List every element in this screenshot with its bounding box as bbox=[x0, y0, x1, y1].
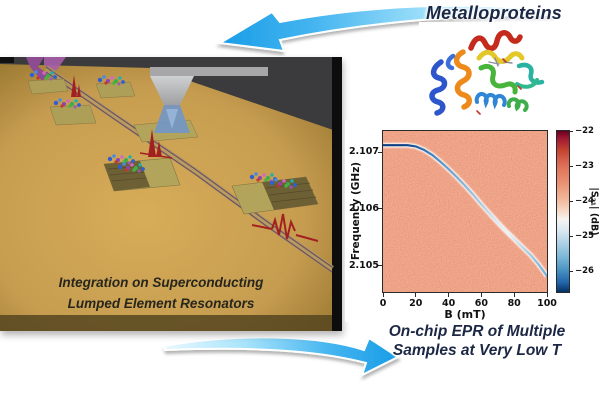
colorbar-tick-label: −25 bbox=[575, 230, 594, 241]
x-tick bbox=[382, 293, 384, 297]
y-tick bbox=[378, 265, 382, 267]
y-tick-label: 2.106 bbox=[348, 202, 379, 214]
epr-summary-line2: Samples at Very Low T bbox=[392, 342, 562, 359]
y-tick-label: 2.105 bbox=[348, 259, 379, 271]
y-tick bbox=[378, 151, 382, 153]
colorbar bbox=[556, 130, 570, 293]
x-tick-label: 100 bbox=[537, 298, 557, 309]
chip-caption-line2: Lumped Element Resonators bbox=[67, 296, 255, 311]
x-tick bbox=[480, 293, 482, 297]
x-tick-label: 0 bbox=[379, 298, 387, 309]
chip-render-image bbox=[0, 57, 342, 331]
epr-summary-line1: On-chip EPR of Multiple bbox=[388, 323, 566, 340]
colorbar-tick bbox=[570, 270, 573, 272]
colorbar-tick-label: −23 bbox=[575, 160, 594, 171]
resonator-pads bbox=[27, 70, 319, 215]
x-tick-label: 40 bbox=[441, 298, 456, 309]
colorbar-tick bbox=[570, 165, 573, 167]
x-tick-label: 20 bbox=[409, 298, 423, 309]
epr-summary-label: On-chip EPR of Multiple Samples at Very … bbox=[382, 322, 572, 360]
x-tick bbox=[513, 293, 515, 297]
protein-structure-image bbox=[419, 22, 551, 124]
x-tick bbox=[546, 293, 548, 297]
curved-arrow-right-icon bbox=[162, 336, 401, 377]
metalloproteins-label: Metalloproteins bbox=[425, 3, 562, 23]
x-tick bbox=[448, 293, 450, 297]
colorbar-tick bbox=[570, 130, 573, 132]
x-axis-label: B (mT) bbox=[444, 308, 486, 321]
chip-render-panel: Integration on Superconducting Lumped El… bbox=[0, 57, 342, 331]
x-tick-label: 60 bbox=[474, 298, 488, 309]
colorbar-tick-label: −24 bbox=[575, 195, 594, 206]
x-tick bbox=[415, 293, 417, 297]
epr-spectrum-chart: B (mT) Frequency (GHz) |S₂₁| (dB) 0 20 40 6… bbox=[345, 120, 600, 322]
y-tick-label: 2.107 bbox=[348, 146, 379, 158]
resonance-curve bbox=[383, 144, 547, 278]
x-tick-label: 80 bbox=[507, 298, 521, 309]
dispenser-tip-icon bbox=[150, 67, 268, 133]
curved-arrow-left-icon bbox=[216, 4, 554, 53]
colorbar-tick bbox=[570, 200, 573, 202]
colorbar-tick-label: −26 bbox=[575, 265, 594, 276]
y-tick bbox=[378, 208, 382, 210]
microwave-pulse-icons bbox=[71, 75, 319, 242]
colorbar-tick-label: −22 bbox=[575, 125, 594, 136]
heatmap-plot-area bbox=[382, 130, 548, 293]
colorbar-tick bbox=[570, 235, 573, 237]
chip-caption-line1: Integration on Superconducting bbox=[58, 275, 264, 290]
heatmap-image bbox=[383, 131, 547, 292]
